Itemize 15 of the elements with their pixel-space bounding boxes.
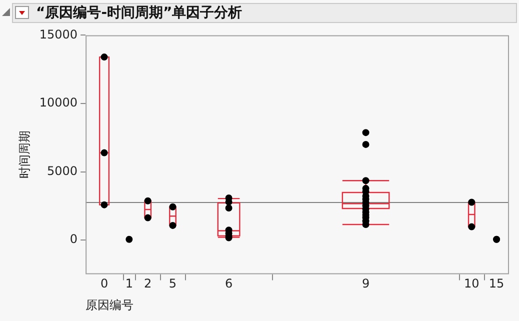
- y-tick-label: 15000: [39, 27, 78, 42]
- x-tick-label: 15: [488, 276, 504, 291]
- x-tick-label: 6: [224, 276, 233, 291]
- chart-title: “原因编号-时间周期”单因子分析: [36, 4, 242, 22]
- x-tick-label: 0: [100, 276, 108, 291]
- y-tick-label: 10000: [39, 96, 78, 110]
- x-tick-label: 5: [168, 276, 177, 291]
- x-tick-label: 1: [125, 276, 133, 291]
- x-axis-title: 原因编号: [86, 298, 134, 312]
- x-tick-label: 2: [144, 276, 152, 291]
- x-tick-label: 9: [362, 276, 370, 291]
- x-tick-label: 10: [464, 276, 480, 291]
- y-tick-label: 0: [70, 232, 78, 246]
- y-axis-title: 时间周期: [18, 130, 32, 179]
- y-tick-label: 5000: [47, 164, 78, 178]
